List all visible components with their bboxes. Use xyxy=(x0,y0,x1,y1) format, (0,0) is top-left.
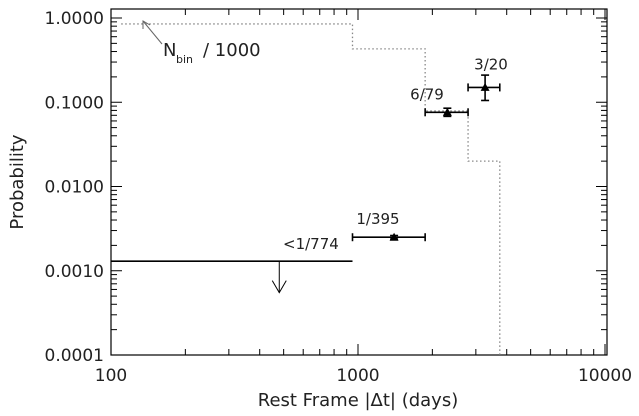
x-tick-label: 100 xyxy=(95,366,127,386)
point-label: 6/79 xyxy=(410,85,444,103)
upper-limit-arrow-head xyxy=(271,280,287,294)
point-label: 1/395 xyxy=(356,210,399,228)
x-tick-label: 1000 xyxy=(336,366,379,386)
nbin-annotation-rest: / 1000 xyxy=(203,40,261,61)
y-tick-label: 0.1000 xyxy=(45,93,104,113)
point-label: 3/20 xyxy=(474,55,508,73)
x-axis-label: Rest Frame |Δt| (days) xyxy=(258,390,459,411)
nbin-pointer-line xyxy=(142,20,163,45)
plot-area xyxy=(110,8,608,356)
upper-limit-label: <1/774 xyxy=(283,235,339,253)
axis-ticks xyxy=(110,9,607,356)
y-tick-label: 0.0010 xyxy=(45,262,104,282)
nbin-annotation-sub: bin xyxy=(176,53,193,66)
y-tick-label: 1.0000 xyxy=(45,9,104,29)
nbin-step-path xyxy=(121,23,501,355)
point-marker xyxy=(480,82,490,91)
y-tick-label: 0.0100 xyxy=(45,178,104,198)
nbin-annotation-main: N xyxy=(163,40,176,61)
point-marker xyxy=(442,107,452,116)
nbin-pointer-head xyxy=(142,20,151,29)
point-marker xyxy=(389,232,399,241)
data-marks: <1/774 1/395 6/79 3/20 xyxy=(111,55,508,294)
x-tick-label: 10000 xyxy=(578,366,632,386)
tick-labels: 100 1000 10000 1.0000 0.1000 0.0100 0.0010 0.00… xyxy=(45,9,633,386)
y-axis-label: Probability xyxy=(7,134,28,229)
y-tick-label: 0.0001 xyxy=(45,346,104,366)
nbin-step-line xyxy=(121,23,501,355)
